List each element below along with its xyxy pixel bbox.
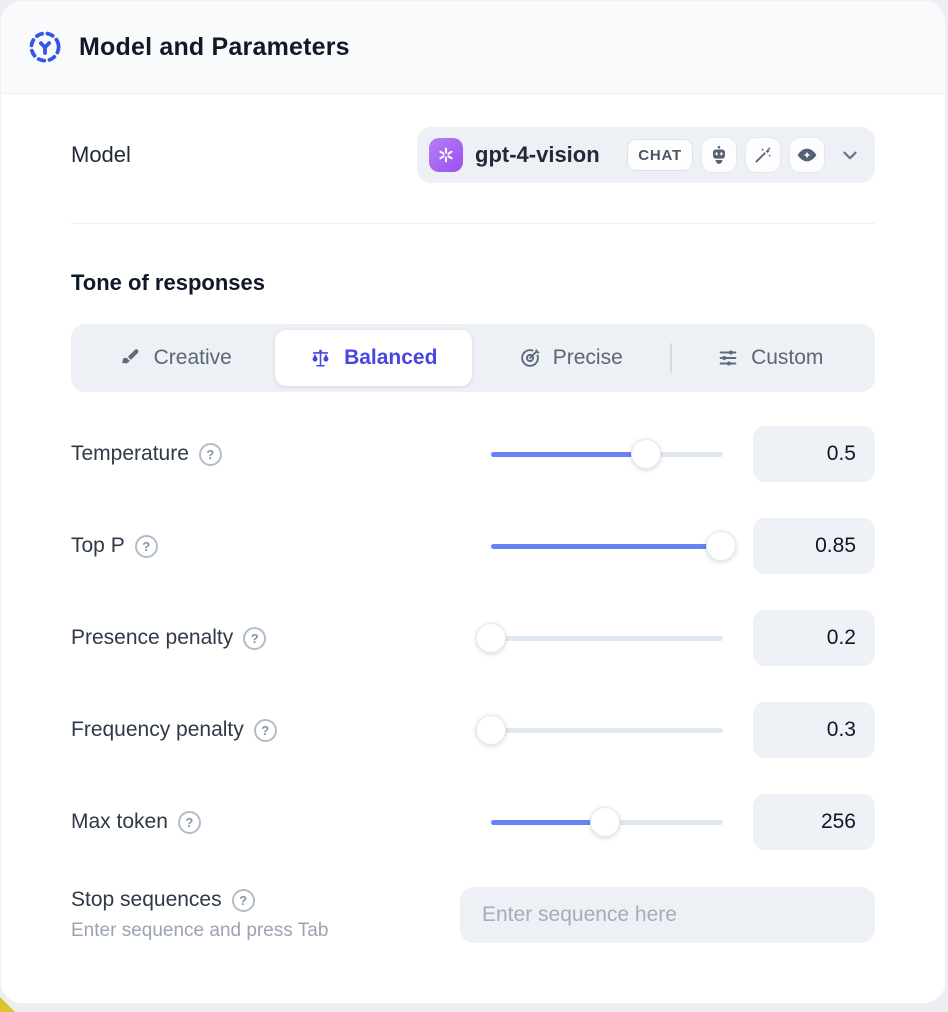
slider-thumb[interactable] [631, 439, 662, 469]
chevron-down-icon [839, 144, 861, 166]
help-icon[interactable]: ? [231, 888, 255, 912]
temperature-value[interactable]: 0.5 [753, 426, 875, 482]
presence-penalty-value[interactable]: 0.2 [753, 610, 875, 666]
temperature-slider[interactable] [491, 439, 723, 469]
slider-thumb[interactable] [705, 531, 736, 561]
top-p-label: Top P [71, 534, 125, 557]
balance-scale-icon [309, 347, 332, 370]
slider-thumb[interactable] [589, 807, 620, 837]
model-select-dropdown[interactable]: gpt-4-vision CHAT [417, 127, 875, 183]
selected-model-name: gpt-4-vision [475, 142, 600, 167]
paintbrush-icon [120, 347, 142, 369]
target-icon [519, 347, 541, 369]
model-hub-icon [25, 27, 65, 67]
vision-eye-icon [789, 137, 825, 173]
frequency-penalty-slider[interactable] [476, 715, 723, 745]
slider-fill [491, 819, 605, 825]
openai-logo [429, 138, 463, 172]
presence-penalty-slider[interactable] [476, 623, 723, 653]
stop-sequences-label: Stop sequences [71, 888, 222, 911]
temperature-label: Temperature [71, 442, 189, 465]
tone-tabs: Creative Balanced [71, 324, 875, 392]
max-token-value[interactable]: 256 [753, 794, 875, 850]
help-icon[interactable]: ? [253, 718, 277, 742]
tab-balanced[interactable]: Balanced [274, 330, 472, 386]
tab-label: Precise [552, 346, 623, 369]
tab-creative[interactable]: Creative [77, 330, 275, 386]
stop-sequence-input[interactable] [460, 887, 875, 943]
chat-type-badge: CHAT [627, 139, 693, 171]
slider-track [491, 727, 723, 733]
max-token-label: Max token [71, 810, 168, 833]
tab-label: Custom [751, 346, 824, 369]
slider-track [491, 635, 723, 641]
temperature-row: Temperature ? 0.5 [71, 426, 875, 482]
slider-fill [491, 451, 647, 457]
model-row: Model gpt-4-vision CHAT [71, 127, 875, 183]
top-p-value[interactable]: 0.85 [753, 518, 875, 574]
tab-label: Creative [153, 346, 232, 369]
page-title: Model and Parameters [79, 32, 350, 61]
help-icon[interactable]: ? [134, 534, 158, 558]
panel-header: Model and Parameters [1, 1, 945, 94]
tone-section-heading: Tone of responses [71, 270, 265, 295]
tab-precise[interactable]: Precise [472, 330, 670, 386]
help-icon[interactable]: ? [177, 810, 201, 834]
presence-penalty-row: Presence penalty ? 0.2 [71, 610, 875, 666]
frequency-penalty-label: Frequency penalty [71, 718, 244, 741]
max-token-row: Max token ? 256 [71, 794, 875, 850]
top-p-row: Top P ? 0.85 [71, 518, 875, 574]
tab-label: Balanced [344, 346, 438, 369]
presence-penalty-label: Presence penalty [71, 626, 234, 649]
tab-divider [669, 343, 672, 373]
sliders-icon [717, 347, 739, 369]
top-p-slider[interactable] [491, 531, 736, 561]
max-token-slider[interactable] [491, 807, 723, 837]
stop-sequences-row: Stop sequences ? Enter sequence and pres… [71, 887, 875, 943]
stop-sequences-hint: Enter sequence and press Tab [71, 920, 329, 941]
slider-thumb[interactable] [476, 715, 506, 745]
slider-fill [491, 543, 721, 549]
model-label: Model [71, 142, 131, 167]
divider [71, 223, 875, 224]
help-icon[interactable]: ? [198, 442, 222, 466]
tab-custom[interactable]: Custom [672, 330, 870, 386]
slider-thumb[interactable] [476, 623, 506, 653]
magic-wand-icon [745, 137, 781, 173]
robot-icon [701, 137, 737, 173]
help-icon[interactable]: ? [243, 626, 267, 650]
frequency-penalty-row: Frequency penalty ? 0.3 [71, 702, 875, 758]
frequency-penalty-value[interactable]: 0.3 [753, 702, 875, 758]
